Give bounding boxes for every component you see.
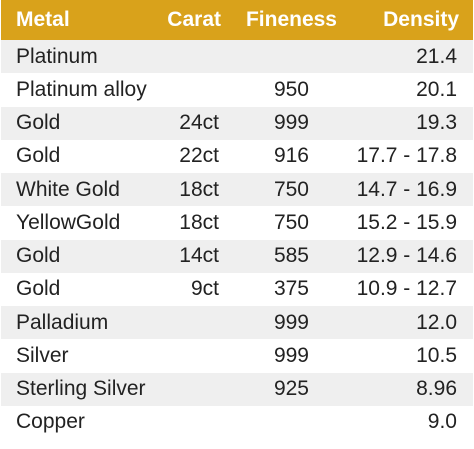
cell-density: 8.96 (416, 377, 457, 401)
cell-metal: Sterling Silver (16, 377, 146, 401)
table-row: Gold 22ct 916 17.7 - 17.8 (1, 140, 473, 173)
table-row: Gold 14ct 585 12.9 - 14.6 (1, 239, 473, 273)
table-row: YellowGold 18ct 750 15.2 - 15.9 (1, 206, 473, 239)
cell-carat: 22ct (179, 144, 219, 168)
cell-metal: Platinum alloy (16, 77, 147, 101)
table-row: Sterling Silver 925 8.96 (1, 372, 473, 406)
table-header: Metal Carat Fineness Density (1, 0, 473, 40)
table-row: Gold 24ct 999 19.3 (1, 106, 473, 140)
cell-fineness: 999 (273, 310, 309, 334)
cell-density: 17.7 - 17.8 (356, 144, 457, 168)
header-density: Density (383, 8, 459, 31)
table-row: Gold 9ct 375 10.9 - 12.7 (1, 273, 473, 306)
cell-density: 12.0 (416, 310, 457, 334)
cell-fineness: 750 (273, 210, 309, 234)
cell-metal: Gold (16, 244, 61, 268)
cell-density: 12.9 - 14.6 (356, 244, 457, 268)
cell-carat: 14ct (179, 244, 219, 268)
cell-fineness: 585 (273, 244, 309, 268)
cell-metal: Gold (16, 277, 61, 301)
table-row: Silver 999 10.5 (1, 339, 473, 372)
header-carat: Carat (167, 8, 221, 31)
table-row: Palladium 999 12.0 (1, 306, 473, 340)
cell-fineness: 950 (273, 77, 309, 101)
cell-metal: White Gold (16, 177, 120, 201)
table-row: Copper 9.0 (1, 406, 473, 439)
cell-metal: Palladium (16, 310, 109, 334)
table-row: Platinum alloy 950 20.1 (1, 73, 473, 106)
header-metal: Metal (16, 8, 70, 31)
cell-fineness: 916 (273, 144, 309, 168)
cell-metal: Silver (16, 343, 69, 367)
cell-density: 10.5 (416, 343, 457, 367)
metal-density-table: Metal Carat Fineness Density Platinum 21… (1, 0, 473, 439)
cell-carat: 18ct (179, 210, 219, 234)
cell-fineness: 750 (273, 177, 309, 201)
cell-density: 14.7 - 16.9 (356, 177, 457, 201)
cell-fineness: 999 (273, 343, 309, 367)
cell-density: 19.3 (416, 111, 457, 135)
cell-fineness: 375 (273, 277, 309, 301)
cell-metal: Copper (16, 410, 85, 434)
cell-density: 20.1 (416, 77, 457, 101)
cell-metal: Platinum (16, 44, 98, 68)
cell-density: 21.4 (416, 44, 457, 68)
cell-density: 9.0 (427, 410, 457, 434)
cell-carat: 18ct (179, 177, 219, 201)
cell-fineness: 999 (273, 111, 309, 135)
cell-metal: Gold (16, 111, 61, 135)
cell-density: 10.9 - 12.7 (356, 277, 457, 301)
cell-fineness: 925 (273, 377, 309, 401)
cell-metal: Gold (16, 144, 61, 168)
cell-carat: 24ct (179, 111, 219, 135)
cell-density: 15.2 - 15.9 (356, 210, 457, 234)
cell-metal: YellowGold (16, 210, 121, 234)
header-fineness: Fineness (245, 8, 337, 31)
cell-carat: 9ct (190, 277, 219, 301)
table-row: Platinum 21.4 (1, 40, 473, 74)
table-row: White Gold 18ct 750 14.7 - 16.9 (1, 173, 473, 207)
